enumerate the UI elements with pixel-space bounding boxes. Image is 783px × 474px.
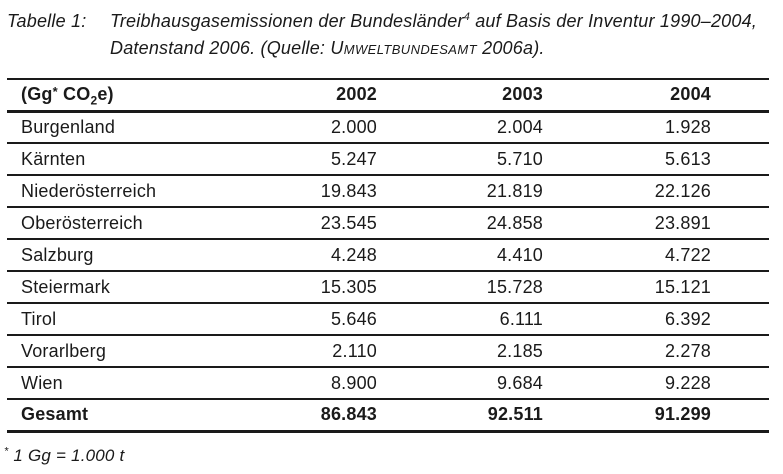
footnote-text: 1 Gg = 1.000 t — [8, 445, 125, 465]
unit-subscript: 2 — [90, 93, 98, 108]
total-row: Gesamt 86.843 92.511 91.299 — [7, 399, 769, 431]
row-value: 6.392 — [664, 308, 711, 329]
table-body: Burgenland 2.000 2.004 1.928 Kärnten 5.247 5.7… — [7, 111, 769, 399]
unit-post: e) — [97, 84, 114, 105]
row-label: Steiermark — [21, 276, 111, 297]
caption-line2-pre: Datenstand 2006. (Quelle: — [110, 38, 331, 58]
row-value: 23.891 — [654, 212, 711, 233]
row-label: Tirol — [21, 308, 57, 329]
row-label: Kärnten — [21, 148, 86, 169]
table-row: Burgenland 2.000 2.004 1.928 — [7, 111, 769, 143]
row-label: Oberösterreich — [21, 212, 143, 233]
unit-pre: (Gg — [21, 84, 53, 105]
caption-line1-text: Treibhausgasemissionen der Bundesländer — [110, 11, 464, 31]
row-label: Burgenland — [21, 116, 116, 137]
row-value: 15.305 — [320, 276, 377, 297]
row-value: 4.248 — [330, 244, 377, 265]
table-footnote: * 1 Gg = 1.000 t — [4, 444, 783, 466]
row-value: 15.728 — [486, 276, 543, 297]
row-value: 8.900 — [330, 372, 377, 393]
row-value: 4.410 — [496, 244, 543, 265]
table-header-row: (Gg* CO2e) 2002 2003 2004 — [7, 79, 769, 111]
row-value: 4.722 — [664, 244, 711, 265]
row-value: 2.185 — [496, 340, 543, 361]
row-value: 5.247 — [330, 148, 377, 169]
caption-text: Treibhausgasemissionen der Bundesländer4… — [110, 8, 783, 62]
table-row: Oberösterreich 23.545 24.858 23.891 — [7, 207, 769, 239]
unit-mid: CO — [57, 84, 91, 105]
row-value: 1.928 — [664, 116, 711, 137]
total-value: 91.299 — [654, 404, 711, 425]
row-value: 5.710 — [496, 148, 543, 169]
table-row: Wien 8.900 9.684 9.228 — [7, 367, 769, 399]
row-value: 9.684 — [496, 372, 543, 393]
row-value: 2.278 — [664, 340, 711, 361]
table-row: Niederösterreich 19.843 21.819 22.126 — [7, 175, 769, 207]
row-value: 19.843 — [320, 180, 377, 201]
row-label: Niederösterreich — [21, 180, 157, 201]
table-row: Steiermark 15.305 15.728 15.121 — [7, 271, 769, 303]
row-label: Wien — [21, 372, 63, 393]
column-header-2002: 2002 — [336, 84, 377, 105]
total-value: 86.843 — [320, 404, 377, 425]
column-header-2003: 2003 — [502, 84, 543, 105]
unit-header-cell: (Gg* CO2e) — [7, 79, 249, 111]
row-value: 15.121 — [654, 276, 711, 297]
table-caption: Tabelle 1: Treibhausgasemissionen der Bu… — [7, 8, 783, 62]
table-row: Kärnten 5.247 5.710 5.613 — [7, 143, 769, 175]
unit-asterisk: * — [52, 84, 58, 100]
row-value: 2.004 — [496, 116, 543, 137]
row-value: 5.646 — [330, 308, 377, 329]
footnote-asterisk: * — [4, 444, 9, 457]
row-value: 5.613 — [664, 148, 711, 169]
row-value: 21.819 — [486, 180, 543, 201]
row-value: 24.858 — [486, 212, 543, 233]
caption-footnote-marker: 4 — [463, 11, 471, 23]
table-row: Salzburg 4.248 4.410 4.722 — [7, 239, 769, 271]
row-label: Vorarlberg — [21, 340, 107, 361]
column-header-2004: 2004 — [670, 84, 711, 105]
total-value: 92.511 — [487, 404, 543, 425]
row-value: 2.000 — [330, 116, 377, 137]
table-row: Vorarlberg 2.110 2.185 2.278 — [7, 335, 769, 367]
row-value: 23.545 — [320, 212, 377, 233]
caption-line1-rest: auf Basis der Inventur 1990–2004, — [470, 11, 758, 31]
row-label: Salzburg — [21, 244, 94, 265]
table-row: Tirol 5.646 6.111 6.392 — [7, 303, 769, 335]
caption-line2-rest: 2006a). — [476, 38, 545, 58]
row-value: 22.126 — [654, 180, 711, 201]
row-value: 9.228 — [664, 372, 711, 393]
total-label: Gesamt — [21, 404, 89, 425]
caption-source-name: Umweltbundesamt — [330, 38, 477, 58]
row-value: 6.111 — [499, 308, 543, 329]
row-value: 2.110 — [332, 340, 377, 361]
caption-label: Tabelle 1: — [7, 11, 87, 31]
emissions-table: (Gg* CO2e) 2002 2003 2004 Burgenland 2.00… — [7, 78, 769, 433]
